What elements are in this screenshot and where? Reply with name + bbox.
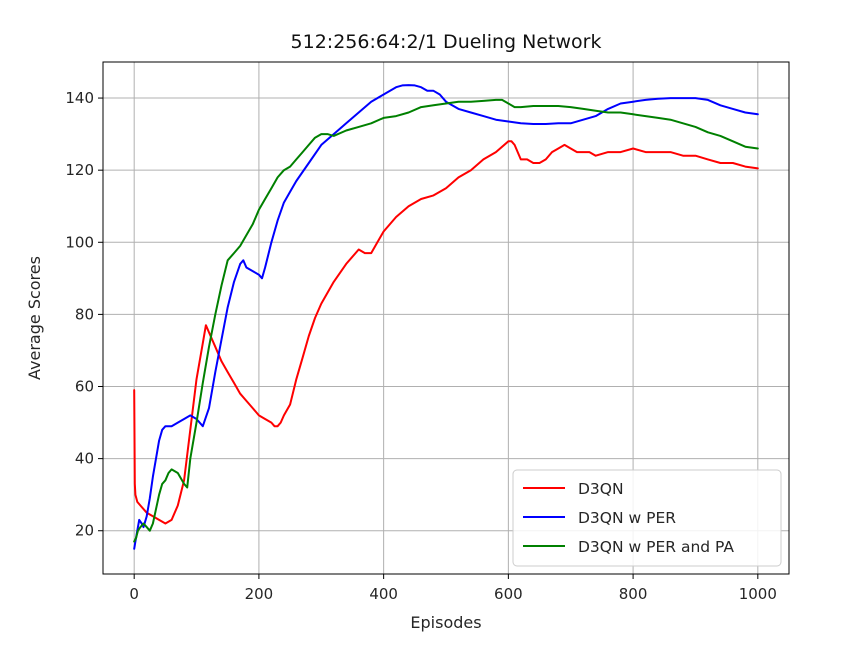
plot-frame xyxy=(102,61,790,575)
y-tick-label: 60 xyxy=(75,378,94,396)
legend-label-d3qn-per: D3QN w PER xyxy=(578,509,676,527)
legend-label-d3qn: D3QN xyxy=(578,480,624,498)
y-tick-label: 120 xyxy=(65,161,94,179)
x-tick-label: 400 xyxy=(369,585,398,603)
grid-lines xyxy=(103,62,789,574)
x-tick-label: 800 xyxy=(619,585,648,603)
x-tick-label: 200 xyxy=(245,585,274,603)
legend-label-d3qn-per-pa: D3QN w PER and PA xyxy=(578,538,734,556)
plot-lines xyxy=(133,84,759,550)
x-axis: 0 200 400 600 800 1000 xyxy=(129,574,777,603)
y-tick-label: 80 xyxy=(75,305,94,323)
x-axis-title: Episodes xyxy=(410,613,481,632)
legend-box xyxy=(512,469,782,567)
chart-title: 512:256:64:2/1 Dueling Network xyxy=(291,31,602,53)
y-axis: 20 40 60 80 100 120 140 xyxy=(65,89,103,540)
x-tick-label: 600 xyxy=(494,585,523,603)
x-tick-label: 0 xyxy=(129,585,139,603)
y-tick-label: 140 xyxy=(65,89,94,107)
y-tick-label: 20 xyxy=(75,522,94,540)
y-tick-label: 100 xyxy=(65,233,94,251)
series-line-d3qn-w-per xyxy=(133,84,759,550)
legend: D3QN D3QN w PER D3QN w PER and PA xyxy=(512,469,782,567)
x-tick-label: 1000 xyxy=(739,585,777,603)
series-line-d3qn xyxy=(133,140,759,525)
y-axis-title: Average Scores xyxy=(25,256,44,380)
series-line-d3qn-w-per-and-pa xyxy=(133,98,759,543)
y-tick-label: 40 xyxy=(75,450,94,468)
